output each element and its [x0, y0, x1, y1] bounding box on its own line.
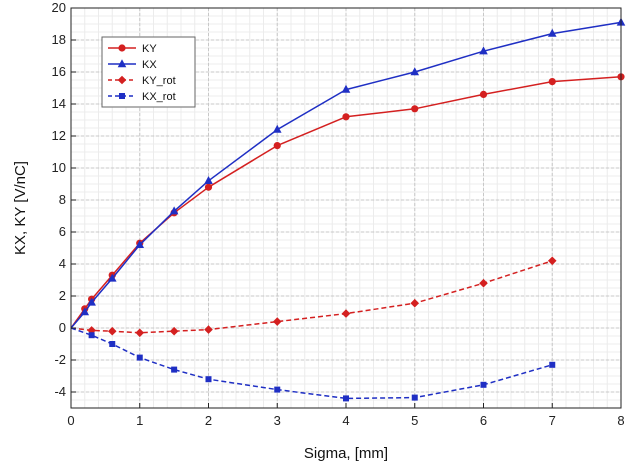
data-point-kx-rot [205, 376, 212, 383]
legend-marker-ky [118, 44, 126, 52]
data-point-kx [169, 206, 179, 215]
data-point-kx-rot [136, 354, 143, 361]
y-tick-label: 18 [52, 32, 66, 47]
data-point-ky-rot [272, 317, 282, 326]
series-kx [70, 17, 626, 329]
data-point-kx [87, 297, 96, 306]
data-point-ky [204, 183, 213, 191]
x-tick-label: 6 [480, 413, 487, 428]
x-tick-label: 2 [205, 413, 212, 428]
legend-marker-kx [117, 59, 127, 68]
legend: KY KX KY_rot KX_rot [101, 36, 196, 108]
data-point-ky-rot [169, 326, 179, 336]
data-point-kx [135, 240, 145, 248]
data-point-ky [342, 113, 350, 121]
y-tick-label: 4 [59, 256, 66, 271]
x-tick-label: 3 [274, 413, 281, 428]
data-point-ky-rot [410, 298, 420, 308]
data-point-kx [341, 84, 351, 93]
y-tick-label: 14 [52, 96, 66, 111]
data-point-ky-rot [341, 309, 351, 318]
data-point-ky [479, 90, 488, 98]
data-point-kx-rot [171, 366, 178, 373]
data-point-kx [479, 46, 488, 55]
x-tick-label: 4 [342, 413, 349, 428]
y-tick-label: 8 [59, 192, 66, 207]
y-tick-label: -4 [54, 384, 66, 399]
data-point-ky-rot [107, 326, 117, 336]
data-point-kx [107, 273, 117, 282]
data-point-kx-rot [88, 332, 95, 339]
data-point-ky [273, 142, 281, 150]
x-tick-label: 5 [411, 413, 418, 428]
data-point-ky-rot [204, 325, 213, 334]
y-tick-label: -2 [54, 352, 66, 367]
data-point-ky [411, 105, 419, 113]
data-point-kx-rot [274, 386, 281, 393]
y-axis-title: KX, KY [V/nC] [12, 161, 29, 255]
data-point-kx-rot [343, 395, 349, 402]
data-point-kx-rot [411, 394, 418, 401]
data-point-ky-rot [135, 328, 145, 338]
series-layer [70, 17, 626, 402]
legend-label-kx: KX [142, 59, 157, 71]
data-point-ky [548, 78, 556, 86]
data-point-kx-rot [549, 361, 556, 368]
data-point-ky-rot [87, 326, 96, 335]
legend-label-kx-rot: KX_rot [142, 91, 176, 103]
y-tick-label: 12 [52, 128, 66, 143]
x-tick-label: 8 [617, 413, 624, 428]
x-axis-title: Sigma, [mm] [304, 445, 388, 462]
data-point-kx-rot [480, 381, 487, 388]
x-tick-label: 7 [549, 413, 556, 428]
data-point-kx [547, 28, 557, 37]
legend-label-ky-rot: KY_rot [142, 75, 176, 87]
legend-marker-kx-rot [119, 93, 125, 99]
x-tick-label: 1 [136, 413, 143, 428]
legend-marker-ky-rot [117, 75, 127, 85]
x-tick-label: 0 [67, 413, 74, 428]
y-tick-label: 0 [59, 320, 66, 335]
y-tick-label: 20 [52, 0, 66, 15]
data-point-kx [272, 124, 282, 133]
y-tick-label: 10 [52, 160, 66, 175]
data-point-kx [410, 67, 420, 76]
data-point-ky-rot [479, 278, 488, 288]
y-tick-label: 16 [52, 64, 66, 79]
data-point-kx-rot [109, 341, 116, 347]
data-point-kx [80, 307, 90, 316]
y-tick-label: 6 [59, 224, 66, 239]
data-point-ky-rot [547, 256, 557, 266]
series-kx-rot [70, 327, 556, 402]
series-ky-rot [70, 256, 557, 338]
data-point-kx [204, 176, 213, 184]
y-tick-label: 2 [59, 288, 66, 303]
legend-label-ky: KY [142, 43, 157, 55]
